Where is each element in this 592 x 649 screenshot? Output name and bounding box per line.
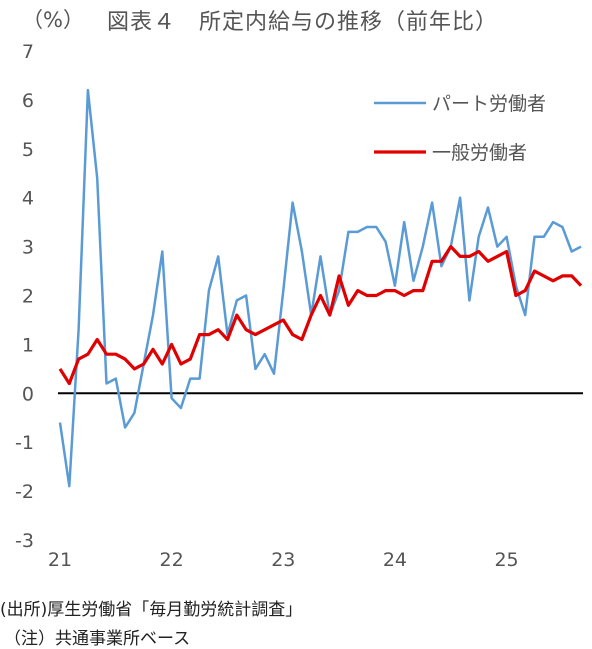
y-tick-label: 3 bbox=[22, 237, 34, 259]
y-tick-label: -2 bbox=[15, 481, 34, 503]
y-tick-label: 2 bbox=[22, 286, 34, 308]
y-tick-label: 6 bbox=[22, 90, 34, 112]
x-tick-label: 24 bbox=[383, 549, 407, 571]
y-axis: 7 6 5 4 3 2 1 0 -1 -2 -3 bbox=[15, 41, 34, 552]
series-lines bbox=[58, 88, 583, 488]
footnote: （注）共通事業所ベース bbox=[4, 629, 191, 649]
y-tick-label: -3 bbox=[15, 530, 34, 552]
y-tick-label: -1 bbox=[15, 432, 34, 454]
x-tick-label: 22 bbox=[160, 549, 184, 571]
legend-label: パート労働者 bbox=[432, 93, 546, 115]
y-tick-label: 7 bbox=[22, 41, 34, 63]
y-tick-label: 0 bbox=[22, 383, 34, 405]
x-axis: 21 22 23 24 25 bbox=[48, 549, 519, 571]
x-tick-label: 23 bbox=[271, 549, 295, 571]
y-tick-label: 1 bbox=[22, 334, 34, 356]
series-line-1 bbox=[58, 88, 582, 488]
y-tick-label: 4 bbox=[22, 188, 34, 210]
series-line-2 bbox=[58, 245, 583, 386]
y-axis-unit: （%） bbox=[22, 8, 84, 32]
y-tick-label: 5 bbox=[22, 139, 34, 161]
x-tick-label: 25 bbox=[494, 549, 518, 571]
chart-title: 図表４ 所定内給与の推移（前年比） bbox=[107, 10, 499, 35]
source-note: (出所)厚生労働省「毎月勤労統計調査」 bbox=[0, 600, 303, 620]
x-tick-label: 21 bbox=[48, 549, 72, 571]
legend-label: 一般労働者 bbox=[432, 142, 527, 164]
